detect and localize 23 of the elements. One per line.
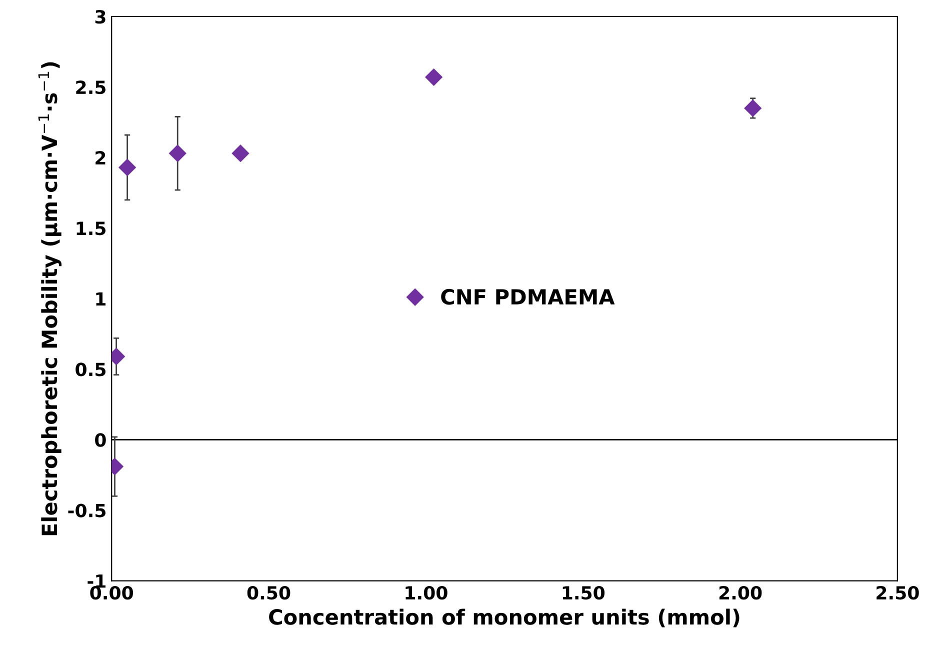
point xyxy=(232,144,250,162)
point xyxy=(425,68,442,86)
y-axis-title: Electrophoretic Mobility (µm·cm·V$^{−1}$·s$^{−1}$) xyxy=(38,62,62,536)
y-tick-label: 2 xyxy=(96,151,106,164)
y-tick-label: 0 xyxy=(95,433,106,447)
y-tick-label: 1 xyxy=(96,292,106,306)
point xyxy=(118,158,136,176)
x-tick-label: 0.00 xyxy=(90,586,134,600)
x-tick-label: 0.50 xyxy=(247,586,290,600)
x-tick-label: 1.00 xyxy=(406,586,448,600)
y-tick-label: 2.5 xyxy=(76,80,106,94)
y-tick-label: 1.5 xyxy=(76,222,106,236)
x-axis-title: Concentration of monomer units (mmol) xyxy=(269,608,740,628)
y-tick-label: 3 xyxy=(95,10,106,24)
legend-label: CNF PDMAEMA xyxy=(441,288,615,305)
y-tick-label: -1 xyxy=(88,574,106,588)
x-tick-label: 1.50 xyxy=(562,586,605,600)
x-tick-label: 2.50 xyxy=(876,586,919,600)
x-tick-label: 2.00 xyxy=(719,586,762,600)
y-tick-label: 0.5 xyxy=(76,362,106,376)
point xyxy=(169,144,186,162)
y-tick-label: -0.5 xyxy=(68,504,106,518)
point xyxy=(744,100,762,117)
